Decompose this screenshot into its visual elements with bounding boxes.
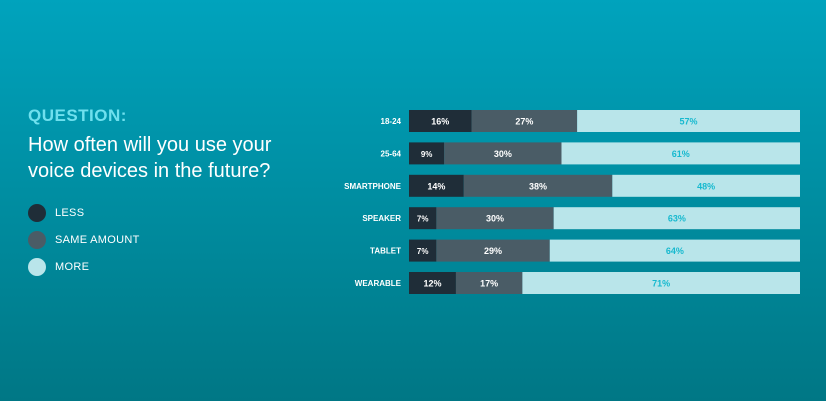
bar-wearable-more (522, 272, 800, 294)
category-label-speaker: SPEAKER (362, 214, 401, 223)
data-label-speaker-more: 63% (668, 214, 686, 224)
question-panel: QUESTION: How often will you use your vo… (28, 106, 318, 285)
bar-25-64-same-amount (444, 142, 562, 165)
bar-smartphone-same-amount (463, 174, 613, 197)
legend-item-more: MORE (28, 258, 318, 276)
data-label-tablet-less: 7% (417, 247, 429, 256)
bar-speaker-more (553, 207, 800, 230)
bar-wearable-same-amount (455, 272, 523, 294)
legend-label-less: LESS (55, 207, 85, 219)
data-label-wearable-more: 71% (652, 279, 670, 289)
bar-18-24-more (577, 110, 800, 132)
data-label-18-24-less: 16% (431, 117, 449, 127)
data-label-25-64-less: 9% (421, 150, 433, 159)
question-label: QUESTION: (28, 106, 127, 125)
legend-label-more: MORE (55, 261, 90, 273)
bar-18-24-less (409, 110, 472, 132)
data-label-18-24-same-amount: 27% (515, 117, 533, 127)
category-label-smartphone: SMARTPHONE (344, 182, 402, 191)
bar-smartphone-less (409, 174, 464, 197)
data-label-wearable-same-amount: 17% (480, 279, 498, 289)
legend-swatch-same-amount (28, 231, 46, 249)
data-label-tablet-more: 64% (666, 246, 684, 256)
bar-wearable-less (409, 272, 456, 294)
data-label-smartphone-more: 48% (697, 181, 715, 191)
question-text: How often will you use your voice device… (28, 134, 272, 182)
bar-tablet-less (409, 239, 437, 262)
data-label-smartphone-less: 14% (427, 181, 445, 191)
category-label-18-24: 18-24 (381, 117, 402, 126)
bar-18-24-same-amount (471, 110, 578, 132)
legend-swatch-more (28, 258, 46, 276)
legend: LESS SAME AMOUNT MORE (28, 204, 318, 276)
bar-25-64-more (561, 142, 800, 165)
data-label-wearable-less: 12% (423, 279, 441, 289)
bar-speaker-same-amount (436, 207, 554, 230)
category-label-25-64: 25-64 (381, 149, 402, 158)
legend-item-less: LESS (28, 204, 318, 222)
bar-25-64-less (409, 142, 445, 165)
bar-smartphone-more (612, 174, 800, 197)
data-label-25-64-same-amount: 30% (494, 149, 512, 159)
legend-swatch-less (28, 204, 46, 222)
category-label-wearable: WEARABLE (355, 279, 402, 288)
category-label-tablet: TABLET (370, 247, 401, 256)
data-label-speaker-less: 7% (417, 215, 429, 224)
bar-tablet-same-amount (436, 239, 550, 262)
data-label-25-64-more: 61% (672, 149, 690, 159)
data-label-tablet-same-amount: 29% (484, 246, 502, 256)
data-label-speaker-same-amount: 30% (486, 214, 504, 224)
data-label-18-24-more: 57% (680, 117, 698, 127)
legend-item-same-amount: SAME AMOUNT (28, 231, 318, 249)
legend-label-same-amount: SAME AMOUNT (55, 234, 140, 246)
bar-tablet-more (549, 239, 800, 262)
data-label-smartphone-same-amount: 38% (529, 181, 547, 191)
bar-speaker-less (409, 207, 437, 230)
